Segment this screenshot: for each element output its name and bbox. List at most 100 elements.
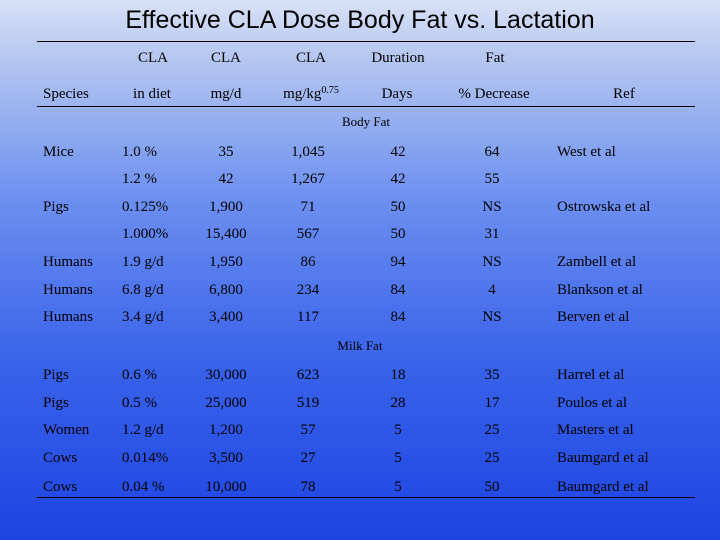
milk-fat-row-days-cell: 18 (390, 367, 406, 383)
body-fat-row-days-cell: 94 (390, 254, 406, 270)
header-duration: Duration (371, 50, 425, 66)
body-fat-row-species-cell: Pigs (43, 199, 69, 215)
body-fat-row-mgd-cell: 35 (218, 144, 234, 160)
header-mgd: mg/d (210, 86, 242, 102)
milk-fat-row-species-cell: Pigs (43, 395, 69, 411)
body-fat-row-species-cell: Humans (43, 309, 93, 325)
body-fat-row-mgkg-cell: 71 (300, 199, 316, 215)
milk-fat-row-diet-cell: 0.014% (122, 450, 169, 466)
milk-fat-row-days-cell: 28 (390, 395, 406, 411)
header-cla-diet: CLA (138, 50, 168, 66)
body-fat-row-fat-cell: NS (482, 254, 502, 270)
body-fat-row-fat-cell: 4 (488, 282, 496, 298)
milk-fat-row-fat-cell: 25 (484, 422, 500, 438)
body-fat-row-ref-cell: Berven et al (557, 309, 630, 325)
header-fat: Fat (485, 50, 505, 66)
header-cla-mgkg: CLA (296, 50, 326, 66)
milk-fat-row-ref-cell: Baumgard et al (557, 479, 649, 495)
milk-fat-row-diet-cell: 0.5 % (122, 395, 157, 411)
milk-fat-row-mgd-cell: 25,000 (205, 395, 247, 411)
body-fat-row-mgd-cell: 3,400 (209, 309, 243, 325)
milk-fat-row-mgd-cell: 1,200 (209, 422, 243, 438)
milk-fat-row-mgd-cell: 30,000 (205, 367, 247, 383)
header-mgkg: mg/kg0.75 (283, 85, 339, 103)
body-fat-row-diet-cell: 1.000% (122, 226, 169, 242)
milk-fat-row-mgkg-cell: 623 (296, 367, 320, 383)
bottom-rule (37, 497, 695, 498)
body-fat-row-fat-cell: NS (482, 199, 502, 215)
body-fat-row-days-cell: 42 (390, 171, 406, 187)
body-fat-row-mgd-cell: 1,950 (209, 254, 243, 270)
body-fat-row-diet-cell: 3.4 g/d (122, 309, 164, 325)
top-rule (37, 41, 695, 42)
milk-fat-row-days-cell: 5 (394, 422, 402, 438)
body-fat-row-fat-cell: 55 (484, 171, 500, 187)
body-fat-row-mgkg-cell: 86 (300, 254, 316, 270)
milk-fat-row-diet-cell: 0.04 % (122, 479, 165, 495)
header-days: Days (381, 86, 413, 102)
header-in-diet: in diet (133, 86, 171, 102)
body-fat-row-diet-cell: 1.9 g/d (122, 254, 164, 270)
body-fat-row-fat-cell: 64 (484, 144, 500, 160)
body-fat-row-diet-cell: 1.2 % (122, 171, 157, 187)
milk-fat-row-mgkg-cell: 78 (300, 479, 316, 495)
milk-fat-row-diet-cell: 0.6 % (122, 367, 157, 383)
milk-fat-row-mgd-cell: 3,500 (209, 450, 243, 466)
milk-fat-row-days-cell: 5 (394, 479, 402, 495)
body-fat-row-days-cell: 50 (390, 199, 406, 215)
milk-fat-row-fat-cell: 25 (484, 450, 500, 466)
body-fat-row-species-cell: Humans (43, 282, 93, 298)
milk-fat-row-ref-cell: Baumgard et al (557, 450, 649, 466)
milk-fat-row-fat-cell: 35 (484, 367, 500, 383)
milk-fat-row-fat-cell: 50 (484, 479, 500, 495)
milk-fat-row-ref-cell: Harrel et al (557, 367, 625, 383)
milk-fat-row-species-cell: Women (43, 422, 90, 438)
milk-fat-row-mgd-cell: 10,000 (205, 479, 247, 495)
body-fat-row-mgd-cell: 6,800 (209, 282, 243, 298)
header-mgkg-exponent: 0.75 (321, 85, 339, 96)
slide-title: Effective CLA Dose Body Fat vs. Lactatio… (125, 6, 595, 34)
body-fat-row-mgkg-cell: 234 (296, 282, 320, 298)
milk-fat-row-mgkg-cell: 27 (300, 450, 316, 466)
milk-fat-row-ref-cell: Poulos et al (557, 395, 627, 411)
milk-fat-row-species-cell: Cows (43, 479, 78, 495)
body-fat-row-diet-cell: 0.125% (122, 199, 169, 215)
body-fat-row-ref-cell: Blankson et al (557, 282, 643, 298)
header-species: Species (43, 86, 89, 102)
body-fat-row-mgkg-cell: 1,045 (291, 144, 325, 160)
milk-fat-row-fat-cell: 17 (484, 395, 500, 411)
body-fat-row-mgd-cell: 1,900 (209, 199, 243, 215)
body-fat-row-fat-cell: 31 (484, 226, 500, 242)
body-fat-row-ref-cell: West et al (557, 144, 616, 160)
header-rule (37, 106, 695, 107)
body-fat-row-ref-cell: Ostrowska et al (557, 199, 651, 215)
body-fat-row-days-cell: 50 (390, 226, 406, 242)
body-fat-row-diet-cell: 6.8 g/d (122, 282, 164, 298)
body-fat-row-species-cell: Mice (43, 144, 74, 160)
milk-fat-row-species-cell: Cows (43, 450, 78, 466)
milk-fat-row-mgkg-cell: 57 (300, 422, 316, 438)
body-fat-row-mgkg-cell: 117 (297, 309, 319, 325)
milk-fat-row-diet-cell: 1.2 g/d (122, 422, 164, 438)
body-fat-row-mgd-cell: 42 (218, 171, 234, 187)
body-fat-row-mgd-cell: 15,400 (205, 226, 247, 242)
milk-fat-row-species-cell: Pigs (43, 367, 69, 383)
body-fat-row-ref-cell: Zambell et al (557, 254, 637, 270)
body-fat-row-days-cell: 84 (390, 309, 406, 325)
header-ref: Ref (613, 86, 635, 102)
body-fat-row-diet-cell: 1.0 % (122, 144, 157, 160)
section-milk-fat: Milk Fat (337, 338, 383, 353)
body-fat-row-days-cell: 42 (390, 144, 406, 160)
body-fat-row-fat-cell: NS (482, 309, 502, 325)
body-fat-row-mgkg-cell: 1,267 (291, 171, 325, 187)
section-body-fat: Body Fat (341, 114, 391, 129)
milk-fat-row-ref-cell: Masters et al (557, 422, 634, 438)
header-cla-mgd: CLA (211, 50, 241, 66)
body-fat-row-species-cell: Humans (43, 254, 93, 270)
milk-fat-row-mgkg-cell: 519 (296, 395, 320, 411)
header-mgkg-unit: mg/kg (283, 86, 322, 102)
body-fat-row-days-cell: 84 (390, 282, 406, 298)
body-fat-row-mgkg-cell: 567 (296, 226, 320, 242)
milk-fat-row-days-cell: 5 (394, 450, 402, 466)
header-pct-decrease: % Decrease (458, 86, 530, 102)
